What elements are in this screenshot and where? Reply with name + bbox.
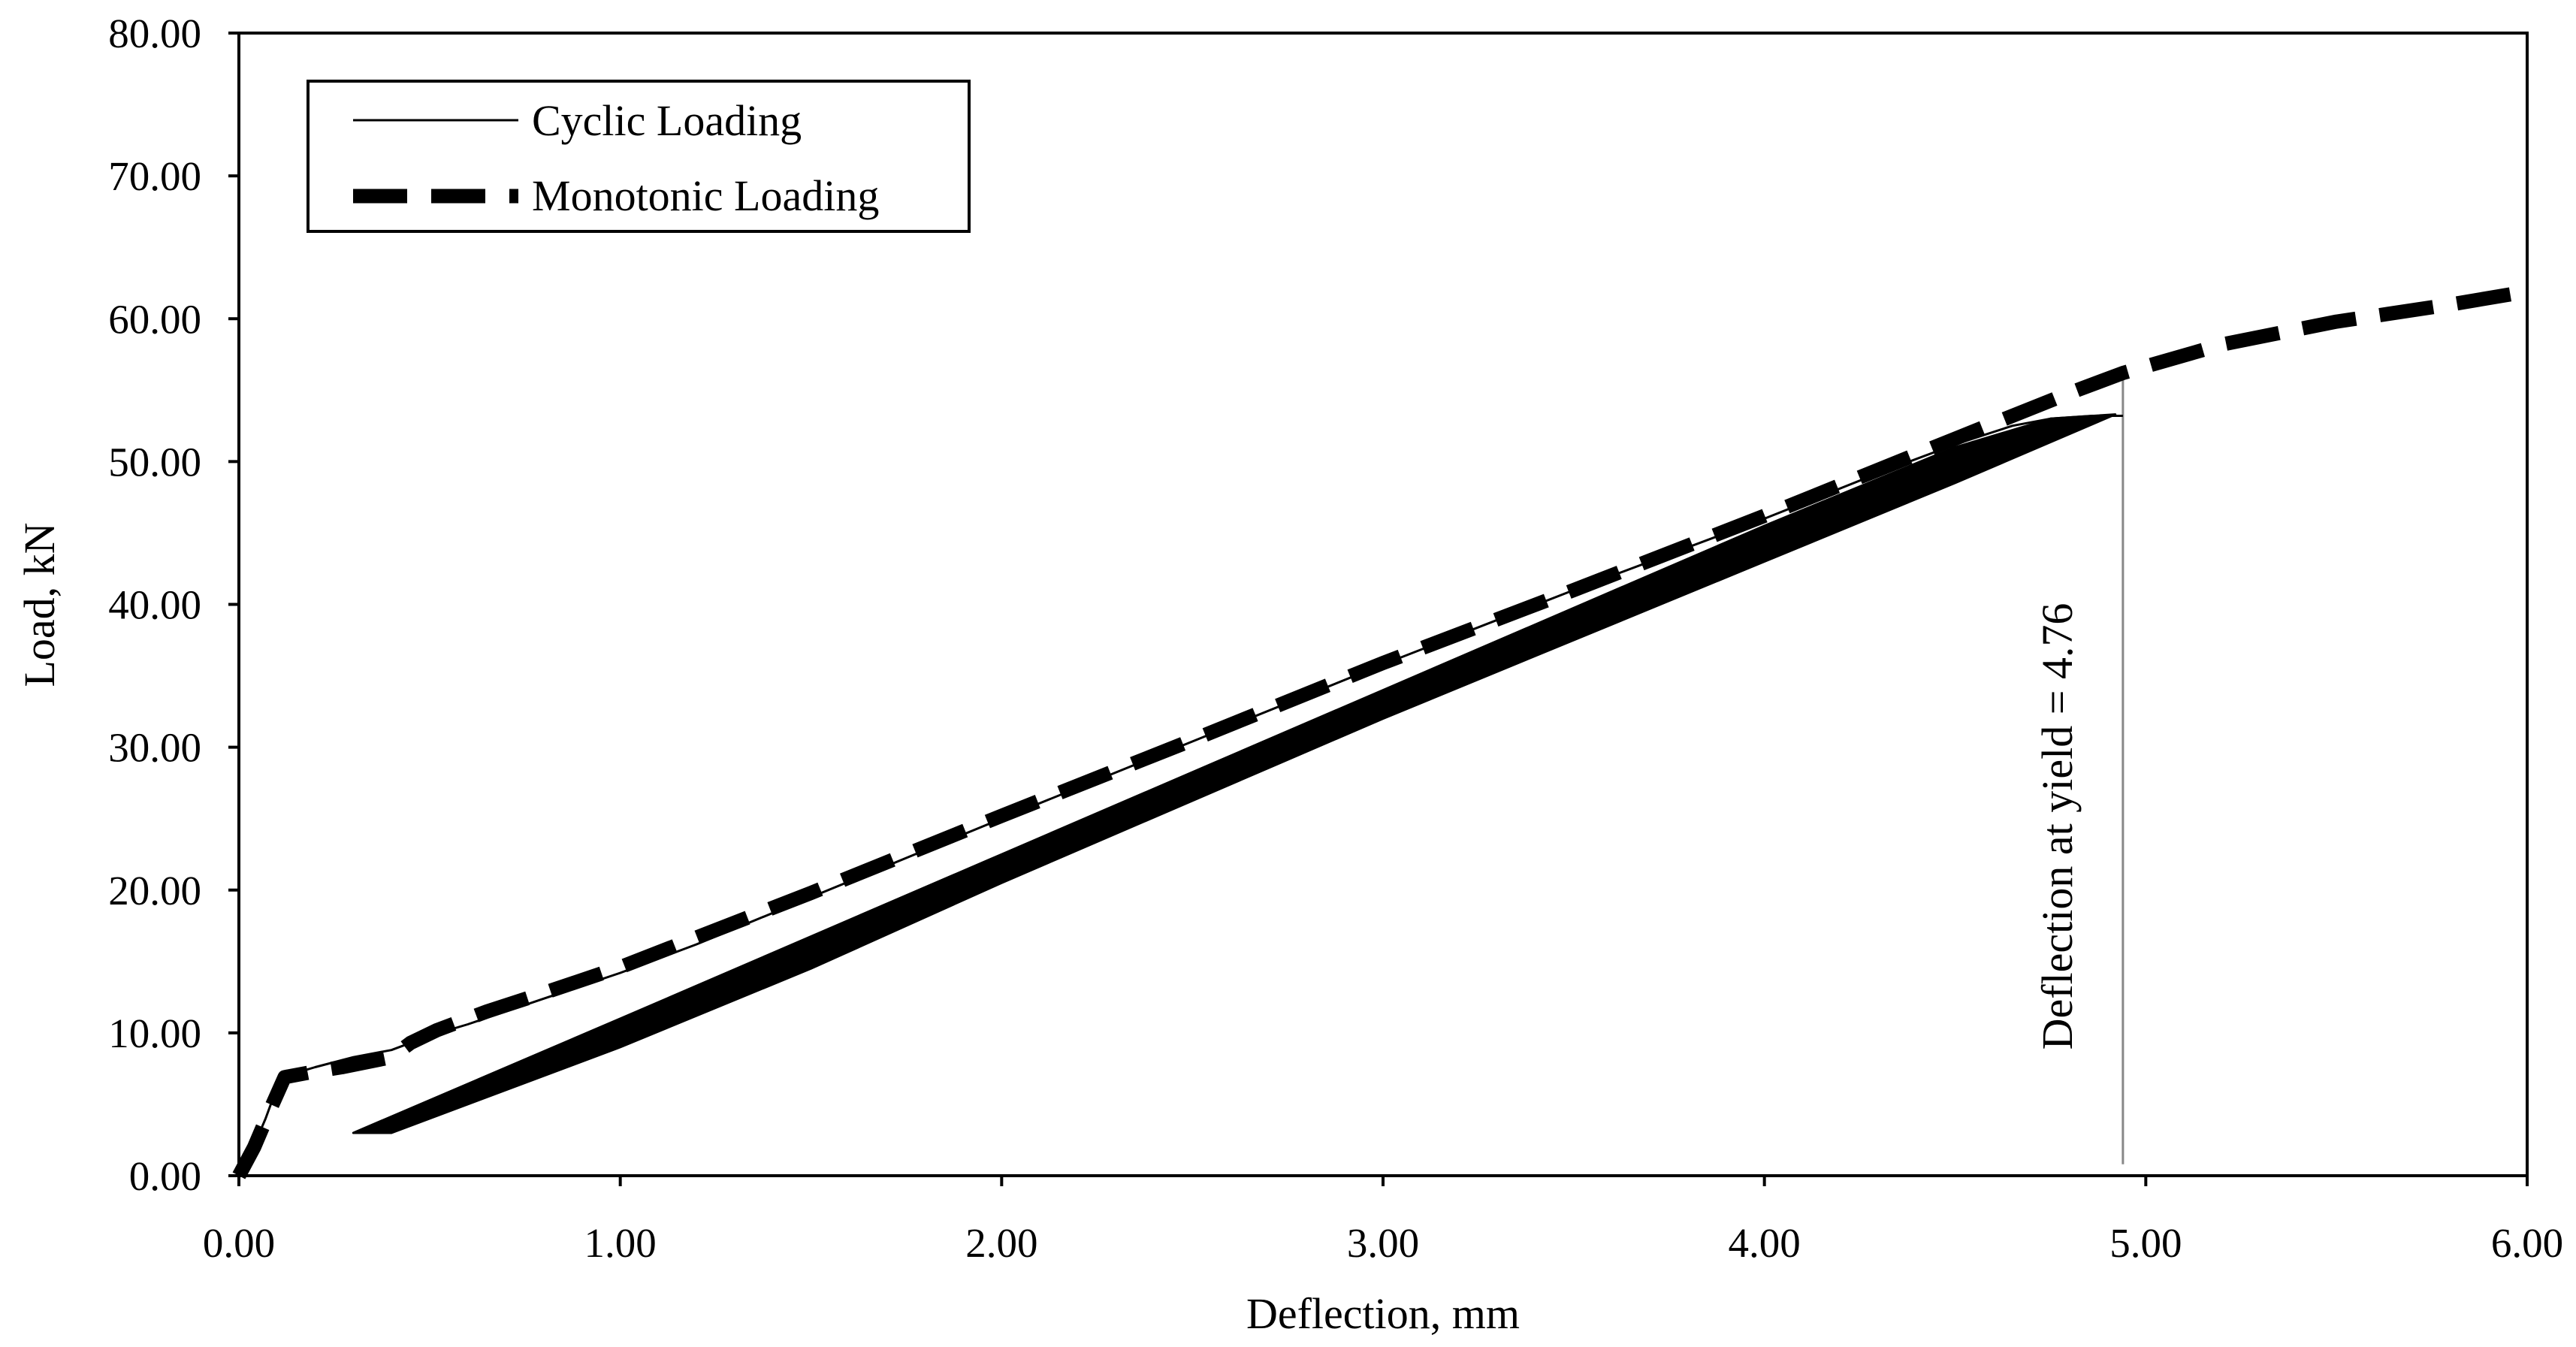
x-tick-label: 2.00 (965, 1220, 1037, 1266)
series-monotonic-line (232, 284, 2529, 1179)
y-tick-label: 20.00 (108, 868, 201, 914)
series-layer (232, 284, 2529, 1179)
cyclic-loops-band (352, 413, 2117, 1134)
yield-annotation-label: Deflection at yield = 4.76 (2033, 603, 2082, 1050)
x-axis-title: Deflection, mm (1246, 1289, 1520, 1338)
x-tick-label: 5.00 (2109, 1220, 2182, 1266)
legend: Cyclic Loading Monotonic Loading (307, 80, 971, 233)
x-tick-label: 3.00 (1347, 1220, 1419, 1266)
y-tick-label: 0.00 (129, 1153, 201, 1199)
legend-box (307, 80, 971, 233)
y-tick-label: 80.00 (108, 11, 201, 56)
y-axis: 0.00 10.00 20.00 30.00 40.00 50.00 60.00 70.00 8… (108, 11, 239, 1199)
legend-label-cyclic: Cyclic Loading (532, 96, 802, 145)
y-tick-label: 70.00 (108, 153, 201, 199)
y-tick-label: 10.00 (108, 1010, 201, 1056)
y-tick-label: 60.00 (108, 296, 201, 342)
legend-label-monotonic: Monotonic Loading (532, 171, 879, 220)
x-axis: 0.00 1.00 2.00 3.00 4.00 5.00 6.00 (203, 1176, 2563, 1266)
x-tick-label: 6.00 (2491, 1220, 2563, 1266)
y-tick-label: 50.00 (108, 439, 201, 485)
y-tick-label: 40.00 (108, 582, 201, 628)
y-tick-label: 30.00 (108, 725, 201, 771)
y-axis-title: Load, kN (15, 522, 64, 687)
x-tick-label: 4.00 (1729, 1220, 1801, 1266)
x-tick-label: 0.00 (203, 1220, 275, 1266)
annotation-layer: Deflection at yield = 4.76 (2033, 376, 2125, 1164)
x-tick-label: 1.00 (584, 1220, 657, 1266)
